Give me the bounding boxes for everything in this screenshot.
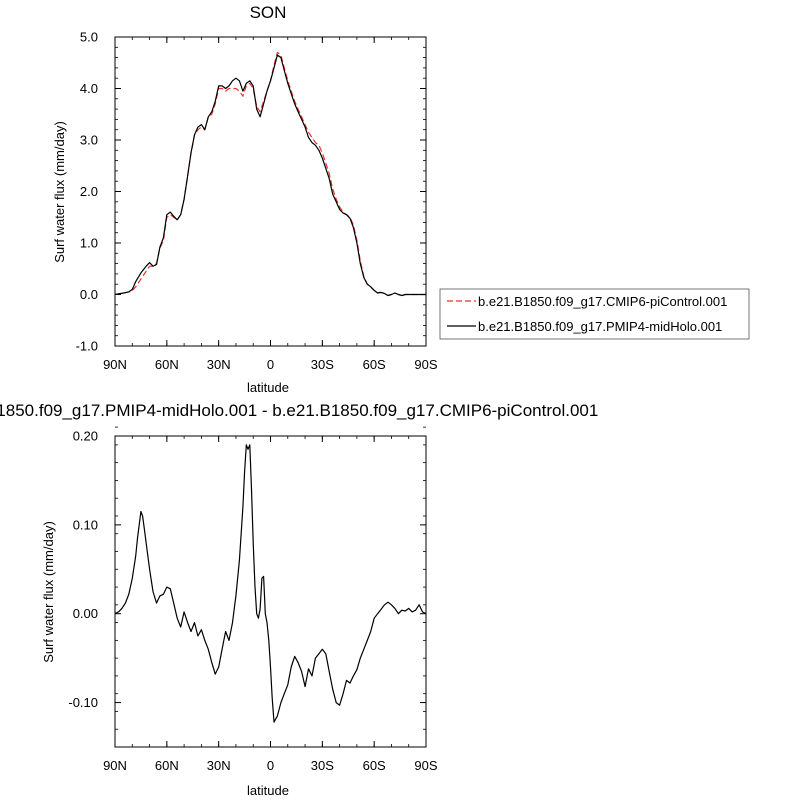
bottom-x-tick-label: 90N <box>103 758 127 773</box>
top-x-tick-label: 60S <box>363 357 386 372</box>
bottom-x-tick-label: 30S <box>311 758 334 773</box>
bottom-series-line-0 <box>114 444 427 723</box>
top-x-tick-label: 90S <box>414 357 437 372</box>
top-series-line-1 <box>114 54 426 297</box>
bottom-y-tick-label: 0.20 <box>73 429 98 444</box>
bottom-chart-frame <box>114 435 427 748</box>
bottom-x-tick-label: 30N <box>207 758 231 773</box>
top-chart-axes: 90N 60N 30N 0 30S 60S 90S -1.0 0.0 1.0 2.0 3.0 4.0 5.… <box>76 30 438 373</box>
bottom-x-tick-label: 60S <box>363 758 386 773</box>
top-chart-xlabel: latitude <box>247 380 289 395</box>
top-chart: SON Surf water flux (mm/day) latitude 90… <box>52 3 438 395</box>
top-y-tick-label: 0.0 <box>80 287 98 302</box>
bottom-chart-title: b.e21.B1850.f09_g17.PMIP4-midHolo.001 - … <box>0 401 598 420</box>
top-y-tick-label: 3.0 <box>80 133 98 148</box>
top-x-tick-label: 90N <box>103 357 127 372</box>
legend-box <box>439 288 750 340</box>
top-y-tick-label: -1.0 <box>76 339 98 354</box>
top-y-tick-label: 4.0 <box>80 81 98 96</box>
top-x-tick-label: 30N <box>207 357 231 372</box>
legend-label-midHolo: b.e21.B1850.f09_g17.PMIP4-midHolo.001 <box>478 319 722 334</box>
top-series-line-0 <box>114 51 426 297</box>
top-x-tick-label: 0 <box>267 357 274 372</box>
bottom-y-tick-label: -0.10 <box>68 695 98 710</box>
legend-label-piControl: b.e21.B1850.f09_g17.CMIP6-piControl.001 <box>478 294 727 309</box>
bottom-chart-series-group <box>114 444 427 723</box>
top-y-tick-label: 5.0 <box>80 30 98 45</box>
top-chart-title: SON <box>250 3 287 22</box>
bottom-chart-ylabel: Surf water flux (mm/day) <box>41 521 56 663</box>
top-x-tick-label: 30S <box>311 357 334 372</box>
top-chart-frame <box>114 36 427 347</box>
bottom-chart-xlabel: latitude <box>247 783 289 798</box>
bottom-y-tick-label: 0.00 <box>73 606 98 621</box>
top-chart-series-group <box>114 51 426 297</box>
bottom-x-tick-label: 60N <box>155 758 179 773</box>
top-y-tick-label: 2.0 <box>80 184 98 199</box>
top-x-tick-label: 60N <box>155 357 179 372</box>
legend: b.e21.B1850.f09_g17.CMIP6-piControl.001 … <box>439 288 750 340</box>
bottom-chart-axes: 90N 60N 30N 0 30S 60S 90S -0.10 0.00 0.10 0.20 <box>68 426 438 773</box>
top-chart-ylabel: Surf water flux (mm/day) <box>52 121 67 263</box>
bottom-y-tick-label: 0.10 <box>73 517 98 532</box>
top-y-tick-label: 1.0 <box>80 236 98 251</box>
bottom-x-tick-label: 0 <box>267 758 274 773</box>
bottom-chart: b.e21.B1850.f09_g17.PMIP4-midHolo.001 - … <box>0 401 598 798</box>
bottom-x-tick-label: 90S <box>414 758 437 773</box>
